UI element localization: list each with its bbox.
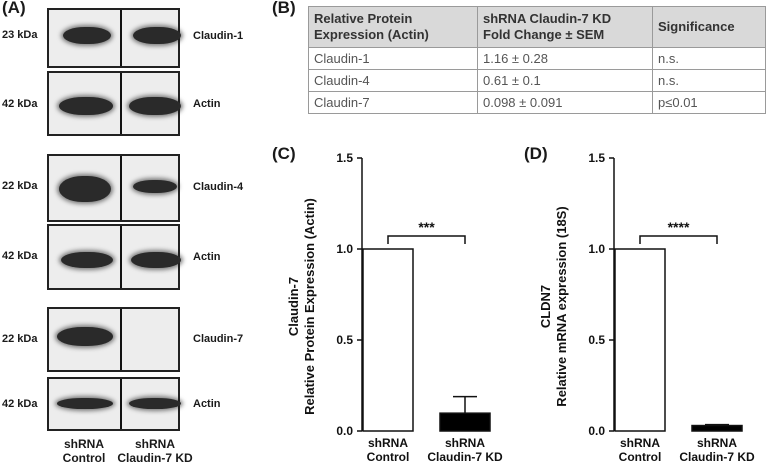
y-axis-label: Claudin-7 bbox=[286, 277, 301, 336]
blot-label: Claudin-4 bbox=[193, 181, 244, 193]
lane-label-kd: shRNA Claudin-7 KD bbox=[117, 437, 193, 465]
blot-claudin-7 bbox=[47, 307, 180, 372]
x-category-label: shRNA bbox=[697, 436, 737, 450]
table-header: Significance bbox=[652, 6, 766, 48]
blot-label: Actin bbox=[193, 251, 221, 263]
blot-kda: 22 kDa bbox=[2, 333, 38, 345]
blot-label: Claudin-7 bbox=[193, 333, 244, 345]
x-category-label: Control bbox=[619, 450, 662, 464]
panel-letter-d: (D) bbox=[524, 144, 548, 163]
blot-label: Claudin-1 bbox=[193, 30, 244, 42]
blot-kda: 42 kDa bbox=[2, 98, 38, 110]
x-category-label: shRNA bbox=[620, 436, 660, 450]
protein-expression-table: Relative Protein Expression (Actin) shRNA… bbox=[308, 6, 766, 114]
blot-kda: 23 kDa bbox=[2, 29, 38, 41]
table-row: Claudin-4 0.61 ± 0.1 n.s. bbox=[308, 69, 766, 92]
table-row: Claudin-1 1.16 ± 0.28 n.s. bbox=[308, 47, 766, 70]
lane-label-control: shRNA Control bbox=[62, 437, 106, 465]
blot-actin-3 bbox=[47, 377, 181, 431]
y-tick-label: 1.5 bbox=[588, 151, 605, 165]
significance-bracket bbox=[387, 235, 466, 244]
table-header: shRNA Claudin-7 KD Fold Change ± SEM bbox=[477, 6, 653, 48]
blot-label: Actin bbox=[193, 398, 221, 410]
significance-bracket bbox=[639, 235, 718, 244]
x-category-label: shRNA bbox=[368, 436, 408, 450]
y-tick-label: 1.0 bbox=[588, 242, 605, 256]
bar-chart-mrna: 0.0 0.5 1.0 1.5 CLDN7 Relative mRNA expressio… bbox=[538, 151, 755, 464]
y-tick-label: 1.0 bbox=[336, 242, 353, 256]
bar bbox=[439, 412, 491, 432]
table-row: Claudin-7 0.098 ± 0.091 p≤0.01 bbox=[308, 91, 766, 114]
bar bbox=[691, 424, 743, 432]
y-tick-label: 0.5 bbox=[588, 333, 605, 347]
y-axis-label: CLDN7 bbox=[538, 285, 553, 328]
y-tick-label: 0.0 bbox=[336, 424, 353, 438]
x-category-label: Claudin-7 KD bbox=[679, 450, 755, 464]
y-axis-label: Relative Protein Expression (Actin) bbox=[302, 198, 317, 415]
blot-kda: 22 kDa bbox=[2, 180, 38, 192]
x-category-label: Control bbox=[367, 450, 410, 464]
blot-kda: 42 kDa bbox=[2, 398, 38, 410]
x-category-label: shRNA bbox=[445, 436, 485, 450]
panel-letter-a: (A) bbox=[2, 0, 26, 17]
bar-chart-protein: 0.0 0.5 1.0 1.5 Claudin-7 Relative Protein Ex… bbox=[286, 151, 503, 464]
blot-claudin-1 bbox=[47, 8, 181, 68]
significance-stars: *** bbox=[418, 219, 435, 235]
y-tick-label: 0.0 bbox=[588, 424, 605, 438]
bar bbox=[362, 248, 414, 432]
blot-claudin-4 bbox=[47, 154, 180, 222]
blot-actin-2 bbox=[47, 224, 181, 290]
table-header: Relative Protein Expression (Actin) bbox=[308, 6, 478, 48]
panel-letter-c: (C) bbox=[272, 144, 296, 163]
bar bbox=[614, 248, 666, 432]
blot-actin-1 bbox=[47, 71, 181, 136]
y-tick-label: 0.5 bbox=[336, 333, 353, 347]
y-axis-label: Relative mRNA expression (18S) bbox=[554, 206, 569, 406]
y-tick-label: 1.5 bbox=[336, 151, 353, 165]
significance-stars: **** bbox=[668, 219, 690, 235]
x-category-label: Claudin-7 KD bbox=[427, 450, 503, 464]
blot-label: Actin bbox=[193, 98, 221, 110]
blot-kda: 42 kDa bbox=[2, 250, 38, 262]
panel-letter-b: (B) bbox=[272, 0, 296, 17]
